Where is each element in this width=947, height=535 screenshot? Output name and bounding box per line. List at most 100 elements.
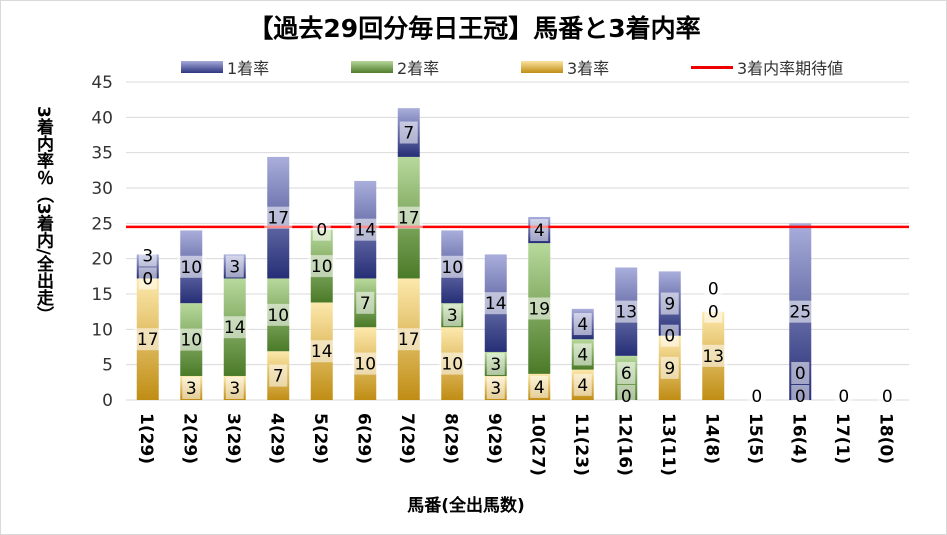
data-label: 14 bbox=[485, 294, 507, 314]
x-tick-label: 5(29) bbox=[310, 413, 330, 464]
data-label-bg bbox=[443, 304, 462, 327]
data-label: 0 bbox=[621, 387, 632, 407]
data-label: 3 bbox=[229, 257, 240, 277]
data-label: 17 bbox=[137, 330, 159, 350]
legend-swatch bbox=[181, 61, 223, 73]
data-label-bg bbox=[704, 300, 723, 323]
data-label-bg bbox=[177, 328, 206, 351]
x-tick-label: 1(29) bbox=[136, 413, 156, 464]
data-label: 10 bbox=[441, 355, 463, 375]
data-label: 17 bbox=[267, 209, 289, 229]
x-tick-label: 10(27) bbox=[527, 413, 547, 476]
data-label: 0 bbox=[708, 303, 719, 323]
data-label-bg bbox=[394, 206, 423, 229]
data-label-bg bbox=[312, 218, 331, 241]
data-label: 17 bbox=[398, 330, 420, 350]
data-label-bg bbox=[138, 244, 157, 267]
data-label: 7 bbox=[273, 367, 284, 387]
x-tick-label: 8(29) bbox=[440, 413, 460, 464]
y-tick-label: 10 bbox=[91, 320, 113, 340]
legend-line bbox=[691, 65, 733, 69]
data-label-bg bbox=[704, 277, 723, 300]
data-label: 3 bbox=[447, 306, 458, 326]
chart-title: 【過去29回分毎日王冠】馬番と3着内率 bbox=[248, 14, 701, 43]
data-label: 14 bbox=[224, 318, 246, 338]
data-label: 0 bbox=[664, 327, 675, 347]
data-label-bg bbox=[612, 300, 641, 323]
legend-swatch bbox=[351, 61, 393, 73]
data-label-bg bbox=[573, 313, 592, 336]
legend-label: 1着率 bbox=[227, 59, 270, 78]
x-tick-label: 2(29) bbox=[179, 413, 199, 464]
data-label: 3 bbox=[229, 379, 240, 399]
data-label: 4 bbox=[577, 345, 588, 365]
legend-item-2nd: 2着率 bbox=[351, 55, 521, 79]
y-tick-label: 15 bbox=[91, 285, 113, 305]
x-tick-label: 6(29) bbox=[353, 413, 373, 464]
data-label: 9 bbox=[664, 295, 675, 315]
legend: 1着率 2着率 3着率 3着内率期待値 bbox=[181, 55, 891, 79]
y-tick-label: 40 bbox=[91, 108, 113, 128]
data-label: 7 bbox=[360, 294, 371, 314]
y-tick-label: 5 bbox=[102, 356, 113, 376]
data-label-bg bbox=[481, 292, 510, 315]
data-label: 0 bbox=[708, 280, 719, 300]
data-label-bg bbox=[530, 375, 549, 398]
legend-item-expected: 3着内率期待値 bbox=[691, 55, 891, 79]
data-label-bg bbox=[307, 340, 336, 363]
data-label-bg bbox=[878, 385, 897, 407]
x-tick-label: 9(29) bbox=[484, 413, 504, 464]
data-label: 0 bbox=[795, 364, 806, 384]
data-label: 4 bbox=[534, 378, 545, 398]
y-tick-label: 20 bbox=[91, 250, 113, 270]
legend-label: 3着率 bbox=[567, 59, 610, 78]
x-tick-label: 15(5) bbox=[745, 413, 765, 464]
data-label-bg bbox=[660, 324, 679, 347]
data-label: 3 bbox=[490, 379, 501, 399]
data-label-bg bbox=[133, 328, 162, 351]
x-tick-label: 13(11) bbox=[658, 413, 678, 476]
x-tick-label: 4(29) bbox=[266, 413, 286, 464]
data-label-bg bbox=[264, 303, 293, 326]
legend-item-3rd: 3着率 bbox=[521, 55, 691, 79]
x-tick-label: 3(29) bbox=[223, 413, 243, 464]
data-label-bg bbox=[138, 267, 157, 290]
data-label: 9 bbox=[664, 359, 675, 379]
data-label: 10 bbox=[441, 258, 463, 278]
data-label-bg bbox=[269, 364, 288, 387]
x-tick-label: 17(1) bbox=[832, 413, 852, 464]
data-label: 14 bbox=[311, 342, 333, 362]
data-label-bg bbox=[486, 376, 505, 399]
data-label-bg bbox=[660, 356, 679, 379]
data-label: 3 bbox=[490, 355, 501, 375]
x-tick-label: 14(8) bbox=[701, 413, 721, 464]
data-label-bg bbox=[573, 373, 592, 396]
data-label-bg bbox=[264, 206, 293, 229]
legend-swatch bbox=[521, 61, 563, 73]
legend-label: 2着率 bbox=[397, 59, 440, 78]
data-label-bg bbox=[747, 385, 766, 407]
data-label-bg bbox=[225, 255, 244, 278]
x-tick-label: 16(4) bbox=[788, 413, 808, 464]
y-tick-label: 35 bbox=[91, 144, 113, 164]
data-label-bg bbox=[617, 385, 636, 407]
data-label: 0 bbox=[795, 387, 806, 407]
data-label-bg bbox=[834, 385, 853, 407]
x-axis-title: 馬番(全出馬数) bbox=[407, 496, 525, 516]
data-label: 3 bbox=[142, 246, 153, 266]
data-label-bg bbox=[394, 328, 423, 351]
data-label: 17 bbox=[398, 209, 420, 229]
data-label: 13 bbox=[615, 303, 637, 323]
data-label-bg bbox=[791, 385, 810, 407]
y-tick-label: 25 bbox=[91, 214, 113, 234]
data-label-bg bbox=[573, 343, 592, 366]
data-label-bg bbox=[351, 352, 380, 375]
y-tick-label: 30 bbox=[91, 179, 113, 199]
x-tick-label: 12(16) bbox=[614, 413, 634, 476]
y-tick-label: 45 bbox=[91, 73, 113, 93]
data-label-bg bbox=[225, 376, 244, 399]
data-label-bg bbox=[617, 362, 636, 384]
x-tick-label: 11(23) bbox=[571, 413, 591, 476]
data-label-bg bbox=[786, 300, 815, 323]
